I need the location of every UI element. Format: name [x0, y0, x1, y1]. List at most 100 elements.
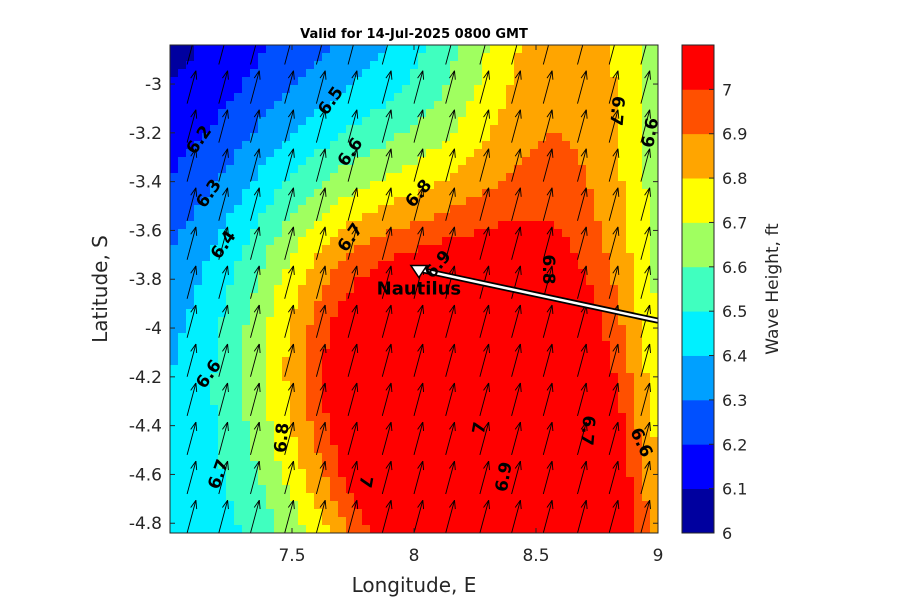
contour-cell	[210, 117, 219, 126]
contour-cell	[458, 341, 467, 350]
contour-cell	[466, 77, 475, 86]
contour-cell	[386, 509, 395, 518]
contour-cell	[314, 437, 323, 446]
contour-cell	[602, 469, 611, 478]
contour-cell	[506, 93, 515, 102]
contour-cell	[378, 525, 387, 533]
contour-cell	[178, 469, 187, 478]
contour-cell	[426, 245, 435, 254]
contour-cell	[522, 61, 531, 70]
contour-cell	[490, 269, 499, 278]
contour-cell	[370, 221, 379, 230]
contour-cell	[202, 205, 211, 214]
contour-cell	[482, 501, 491, 510]
contour-cell	[226, 381, 235, 390]
contour-cell	[474, 493, 483, 502]
contour-cell	[330, 461, 339, 470]
contour-cell	[314, 349, 323, 358]
contour-cell	[434, 397, 443, 406]
contour-cell	[402, 493, 411, 502]
contour-cell	[314, 333, 323, 342]
colorbar-swatch	[682, 222, 714, 268]
contour-cell	[514, 149, 523, 158]
contour-cell	[282, 285, 291, 294]
contour-cell	[594, 77, 603, 86]
contour-cell	[586, 253, 595, 262]
contour-cell	[514, 197, 523, 206]
wave-arrow	[315, 187, 327, 221]
contour-cell	[426, 221, 435, 230]
contour-cell	[330, 357, 339, 366]
wave-arrow	[640, 343, 651, 377]
contour-cell	[234, 437, 243, 446]
contour-cell	[314, 285, 323, 294]
contour-cell	[378, 349, 387, 358]
contour-cell	[482, 405, 491, 414]
contour-cell	[514, 365, 523, 374]
contour-cell	[298, 293, 307, 302]
contour-cell	[258, 45, 267, 54]
wave-arrow	[250, 304, 261, 338]
contour-cell	[314, 429, 323, 438]
contour-cell	[202, 405, 211, 414]
contour-cell	[322, 525, 331, 533]
contour-cell	[642, 477, 651, 486]
contour-cell	[394, 357, 403, 366]
contour-cell	[466, 333, 475, 342]
contour-cell	[506, 245, 515, 254]
contour-cell	[370, 77, 379, 86]
contour-cell	[210, 285, 219, 294]
contour-cell	[434, 405, 443, 414]
contour-cell	[362, 253, 371, 262]
contour-cell	[242, 141, 251, 150]
contour-cell	[602, 525, 611, 533]
contour-cell	[258, 93, 267, 102]
contour-cell	[290, 245, 299, 254]
contour-cell	[618, 117, 627, 126]
contour-cell	[634, 333, 643, 342]
wave-arrow	[315, 226, 327, 260]
contour-cell	[562, 501, 571, 510]
contour-cell	[634, 85, 643, 94]
contour-cell	[634, 301, 643, 310]
contour-cell	[202, 45, 211, 54]
contour-cell	[410, 357, 419, 366]
contour-cell	[586, 525, 595, 533]
contour-cell	[338, 397, 347, 406]
contour-cell	[218, 469, 227, 478]
contour-cell	[610, 229, 619, 238]
contour-cell	[378, 509, 387, 518]
contour-cell	[530, 525, 539, 533]
contour-cell	[570, 253, 579, 262]
contour-cell	[530, 181, 539, 190]
contour-cell	[362, 85, 371, 94]
contour-cell	[330, 453, 339, 462]
contour-cell	[362, 117, 371, 126]
contour-cell	[418, 77, 427, 86]
contour-cell	[394, 125, 403, 134]
wave-arrow	[186, 148, 198, 182]
contour-cell	[362, 373, 371, 382]
contour-cell	[346, 373, 355, 382]
contour-cell	[426, 53, 435, 62]
contour-cell	[194, 85, 203, 94]
contour-cell	[226, 229, 235, 238]
contour-cell	[594, 509, 603, 518]
contour-cell	[266, 189, 275, 198]
contour-cell	[346, 293, 355, 302]
contour-cell	[458, 429, 467, 438]
contour-cell	[402, 213, 411, 222]
contour-cell	[594, 493, 603, 502]
contour-cell	[258, 285, 267, 294]
contour-cell	[498, 53, 507, 62]
contour-cell	[210, 85, 219, 94]
wave-arrow	[381, 109, 393, 143]
contour-cell	[202, 229, 211, 238]
contour-cell	[506, 77, 515, 86]
contour-cell	[442, 389, 451, 398]
wave-arrow	[445, 343, 456, 377]
contour-cell	[210, 477, 219, 486]
contour-cell	[226, 149, 235, 158]
contour-cell	[330, 389, 339, 398]
contour-cell	[426, 157, 435, 166]
